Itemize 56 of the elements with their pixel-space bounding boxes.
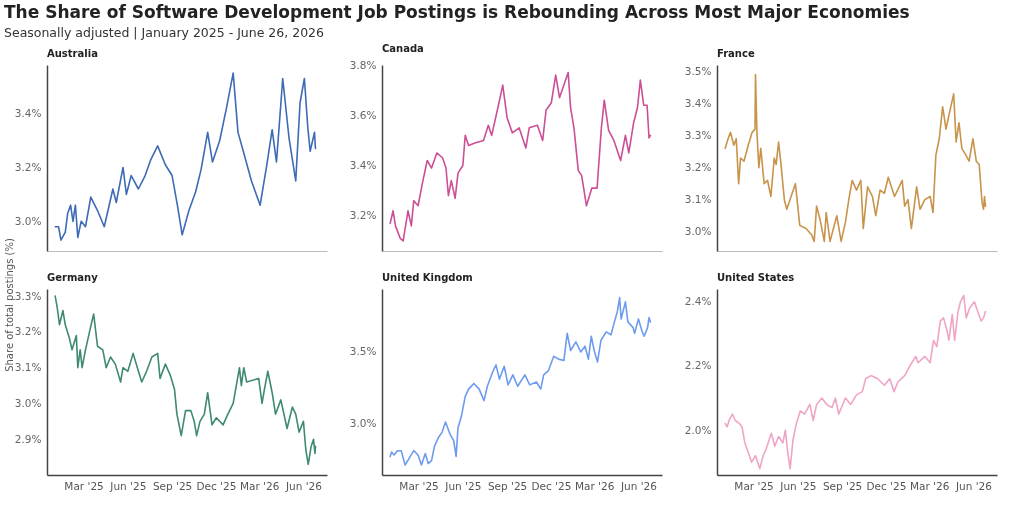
x-tick-label: Mar '25 <box>64 479 104 492</box>
line-series <box>389 296 652 466</box>
y-tick-label: 3.2% <box>684 161 712 174</box>
x-tick-label: Jun '25 <box>444 479 482 492</box>
x-tick-label: Sep '25 <box>152 479 193 492</box>
y-tick-label: 3.3% <box>684 129 712 142</box>
series-label: Germany <box>47 272 99 283</box>
y-tick-label: 2.0% <box>684 423 712 436</box>
series-label: France <box>717 48 755 59</box>
y-tick-label: 3.1% <box>684 193 712 206</box>
text: Canada <box>382 43 424 54</box>
chart-subtitle: Seasonally adjusted | January 2025 - June 26, 2026 <box>4 25 326 40</box>
y-tick-label: 3.4% <box>349 159 377 172</box>
y-tick-label: 2.9% <box>14 432 42 445</box>
y-tick-label: 3.0% <box>684 225 712 238</box>
y-tick-label: 2.4% <box>684 295 712 308</box>
y-tick-label: 3.5% <box>349 345 377 358</box>
x-tick-label: Jun '26 <box>954 479 993 492</box>
x-tick-label: Mar '26 <box>909 479 950 492</box>
x-tick-label: Mar '25 <box>734 479 774 492</box>
x-tick-label: Sep '25 <box>487 479 528 492</box>
x-tick-label: Dec '25 <box>196 479 237 492</box>
y-tick-label: 3.5% <box>684 64 712 77</box>
text: The Share of Software Development Job Postings is Rebounding Across Most Major Economies <box>4 2 910 22</box>
y-tick-label: 3.3% <box>14 289 42 302</box>
y-tick-label: 3.0% <box>14 396 42 409</box>
y-tick-label: 3.4% <box>684 96 712 109</box>
line-series <box>54 295 317 466</box>
x-tick-label: Jun '26 <box>619 479 658 492</box>
line-series <box>724 294 987 470</box>
text: United Kingdom <box>382 272 473 283</box>
y-tick-label: 3.1% <box>14 361 42 374</box>
y-tick-label: 3.2% <box>14 325 42 338</box>
x-tick-label: Jun '25 <box>109 479 147 492</box>
text: United States <box>717 272 795 283</box>
y-tick-label: 3.0% <box>349 416 377 429</box>
line-series <box>389 71 652 242</box>
y-tick-label: 3.6% <box>349 108 377 121</box>
y-tick-label: 2.2% <box>684 359 712 372</box>
x-tick-label: Dec '25 <box>531 479 572 492</box>
x-tick-label: Mar '26 <box>574 479 615 492</box>
x-tick-label: Dec '25 <box>866 479 907 492</box>
y-tick-label: 3.8% <box>349 58 377 71</box>
y-tick-label: 3.0% <box>14 214 42 227</box>
y-tick-label: 3.2% <box>349 209 377 222</box>
line-series <box>54 72 317 242</box>
x-tick-label: Mar '25 <box>399 479 439 492</box>
x-tick-label: Sep '25 <box>822 479 863 492</box>
y-axis-title: Share of total postings (%) <box>3 238 15 372</box>
y-tick-label: 3.4% <box>14 107 42 120</box>
x-tick-label: Jun '26 <box>284 479 323 492</box>
text: Australia <box>47 48 98 59</box>
y-tick-label: 3.2% <box>14 160 42 173</box>
line-series <box>724 73 987 243</box>
x-tick-label: Jun '25 <box>779 479 817 492</box>
x-tick-label: Mar '26 <box>239 479 280 492</box>
